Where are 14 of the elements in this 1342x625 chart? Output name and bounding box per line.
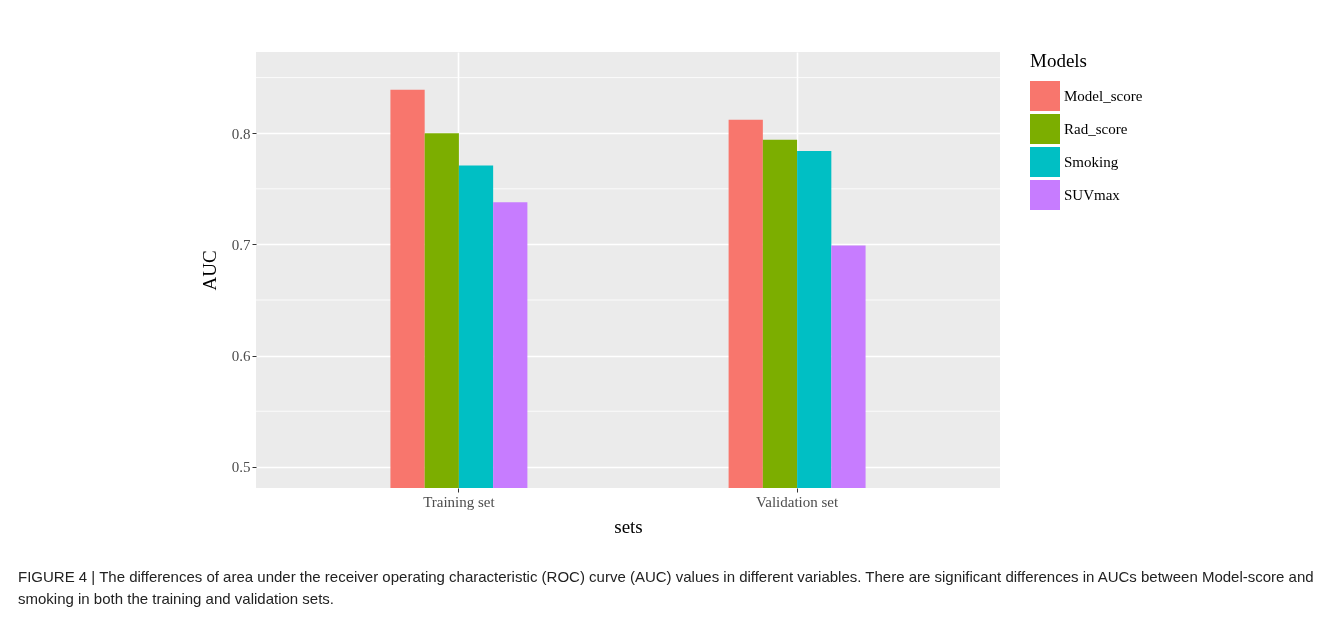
y-tick-label: 0.7 (231, 236, 251, 253)
legend-label: Model_score (1064, 88, 1143, 104)
legend-label: Smoking (1064, 154, 1119, 170)
y-tick-label: 0.8 (231, 125, 251, 142)
legend-label: Rad_score (1064, 121, 1128, 137)
y-tick-label: 0.6 (231, 348, 251, 365)
x-tick-label: Training set (423, 493, 496, 510)
legend-title: Models (1030, 50, 1087, 71)
legend-label: SUVmax (1064, 187, 1121, 203)
x-axis-title: sets (614, 515, 643, 537)
y-axis-title: AUC (198, 250, 220, 291)
x-tick-label: Validation set (756, 493, 839, 510)
y-tick-label: 0.5 (231, 459, 251, 476)
caption: FIGURE 4 | The differences of area under the receiver operating characteristic (ROC) curve (AUC) values in different variables. There are significant differences in AUCs between Model-score and smoking in both the training and validation sets. (18, 567, 1315, 609)
